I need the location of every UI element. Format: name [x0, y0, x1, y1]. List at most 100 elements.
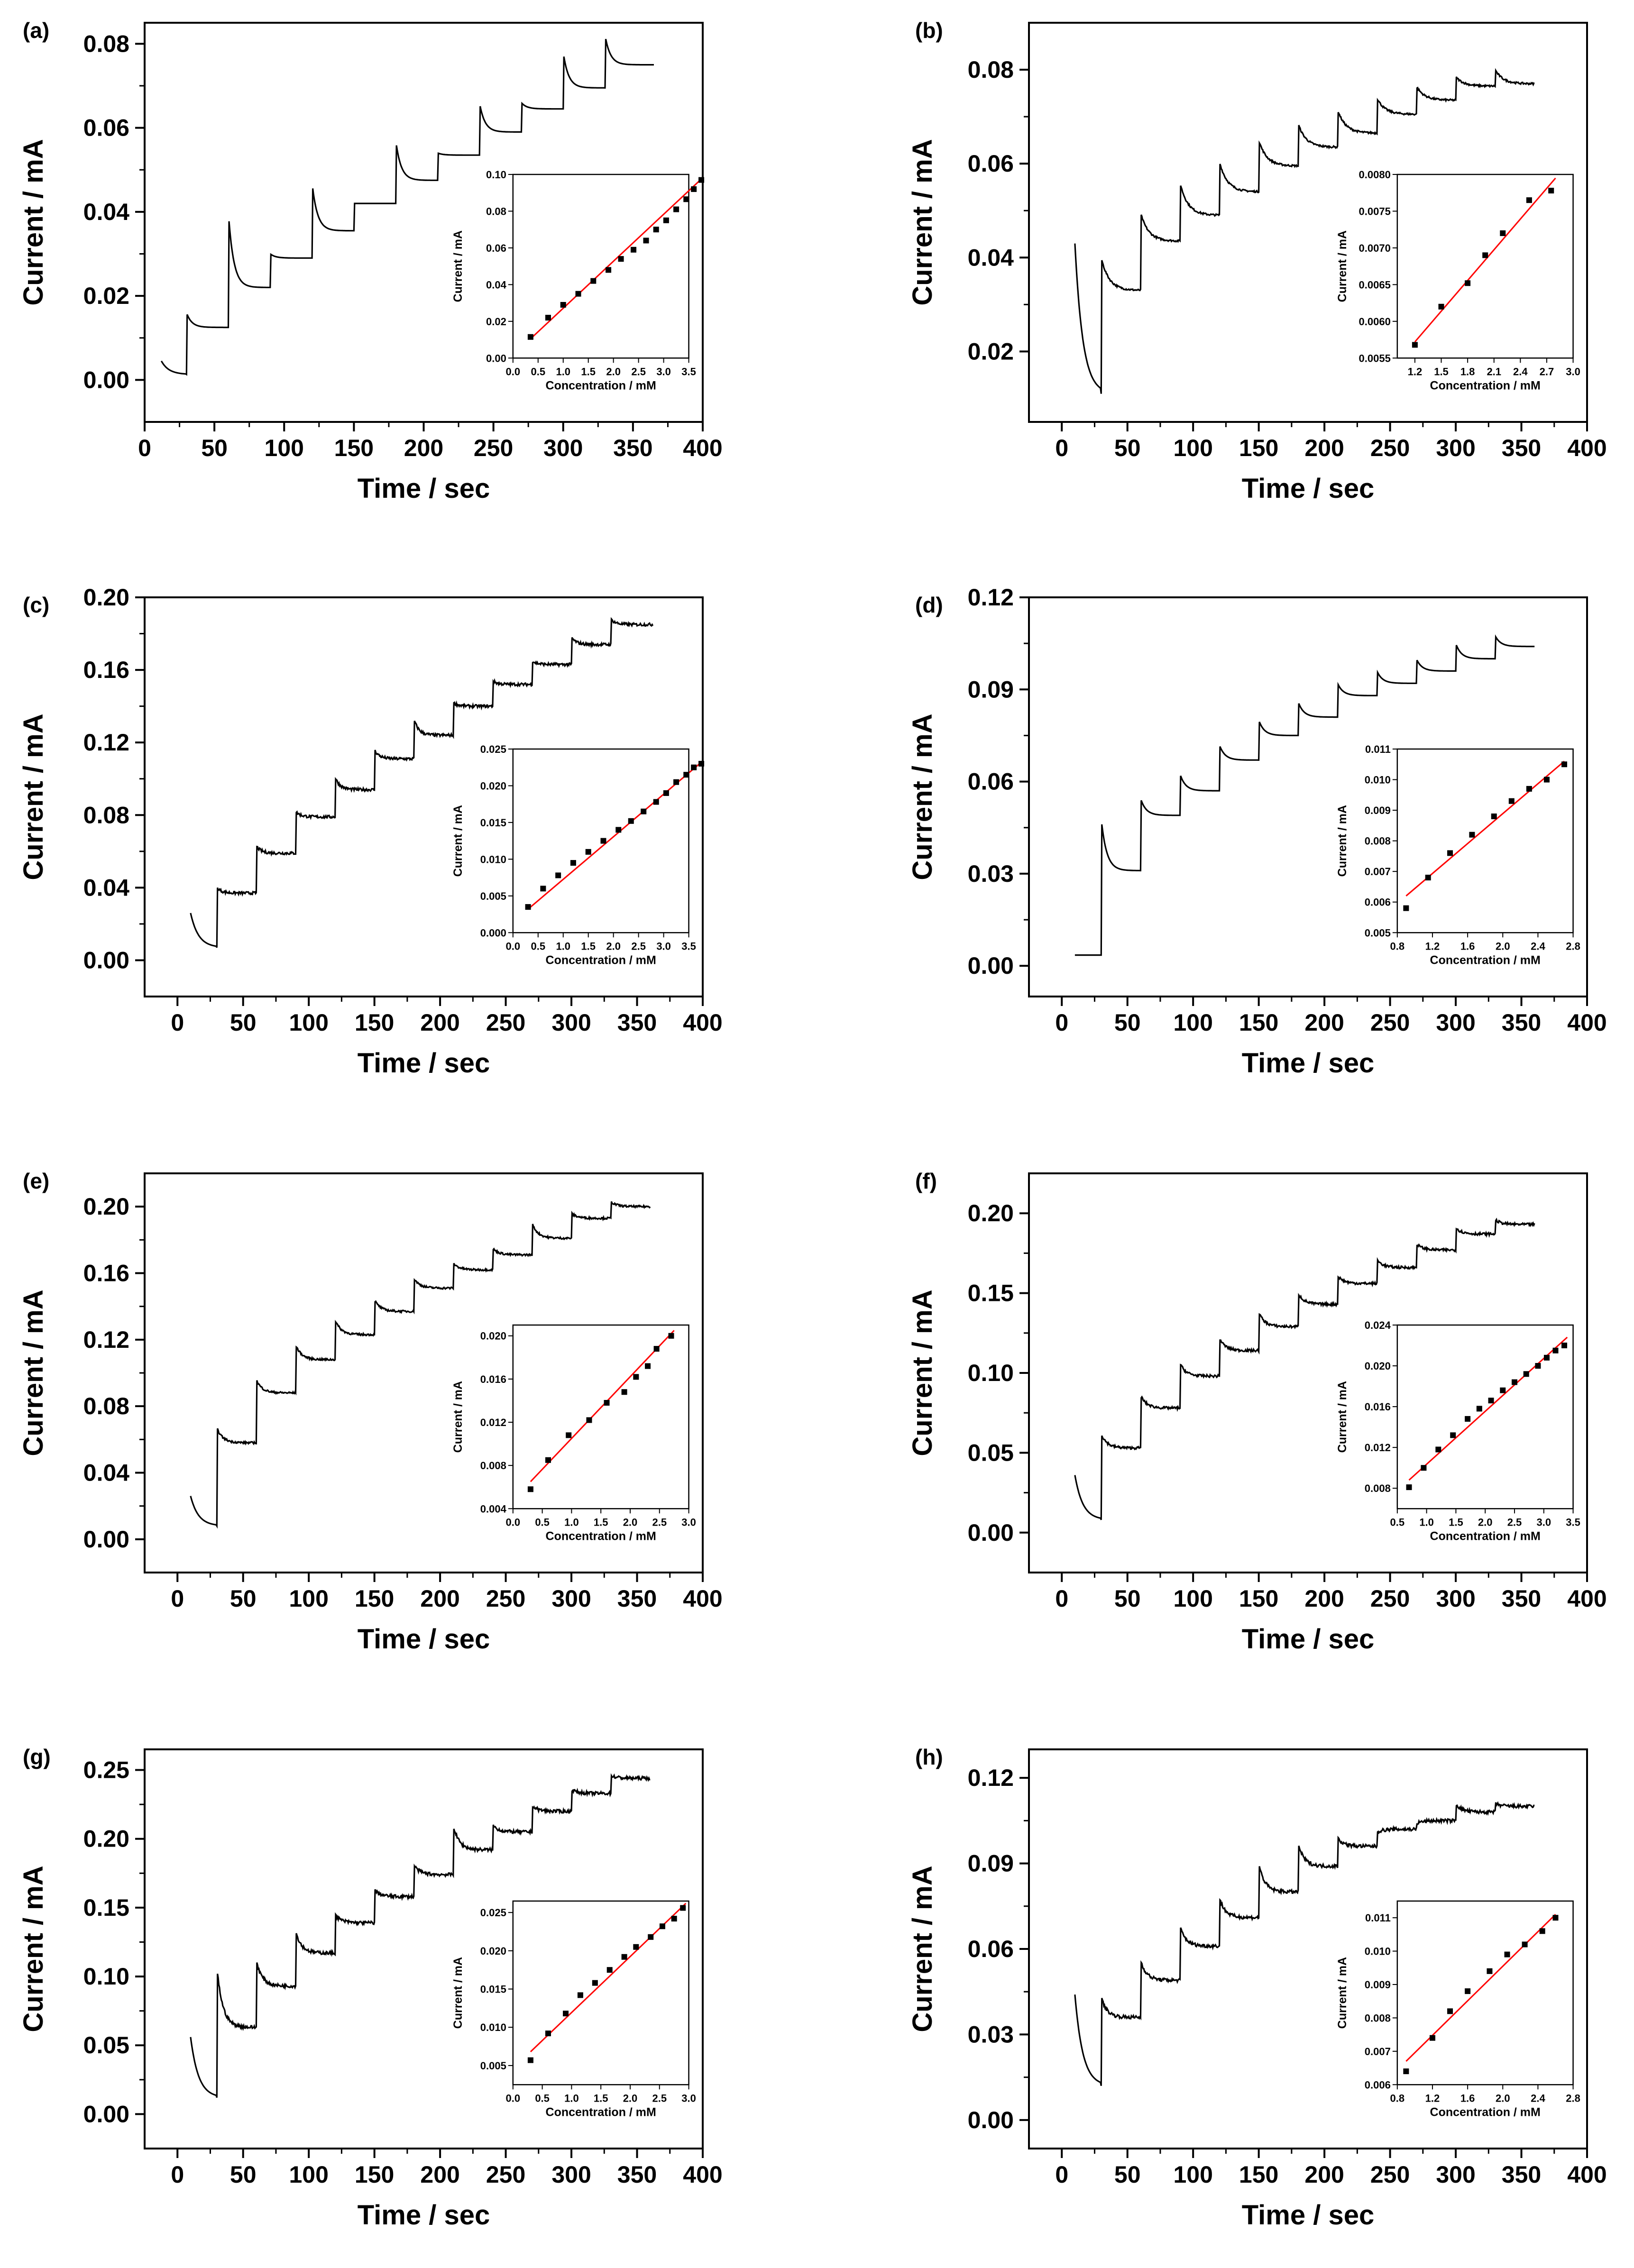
- data-point: [1543, 1354, 1550, 1361]
- inset-y-tick-label: 0.015: [480, 817, 506, 829]
- x-axis-label: Time / sec: [358, 2200, 490, 2231]
- inset-x-tick-label: 1.2: [1408, 366, 1423, 377]
- y-tick-label: 0.00: [83, 366, 129, 393]
- linear-fit-line: [527, 761, 702, 910]
- data-point: [1438, 303, 1444, 310]
- inset-y-tick-label: 0.06: [486, 242, 506, 254]
- x-tick-label: 200: [404, 435, 443, 461]
- y-tick-label: 0.10: [968, 1360, 1014, 1386]
- panel-c: (c) 0 50 100 150 200 250 300 350 400 0.00 0.04 0.08 0…: [18, 584, 723, 1079]
- x-tick-label: 300: [1436, 1009, 1475, 1036]
- inset-x-tick-label: 2.8: [1566, 940, 1580, 952]
- inset-x-tick-label: 1.6: [1460, 2092, 1475, 2104]
- data-point: [643, 238, 649, 244]
- data-point: [586, 1417, 592, 1423]
- y-tick-label: 0.20: [83, 1193, 129, 1220]
- data-point: [1526, 197, 1532, 203]
- data-point: [1539, 1928, 1545, 1934]
- plot-frame: [144, 1748, 704, 2149]
- x-tick-label: 150: [1239, 1009, 1278, 1036]
- x-tick-label: 100: [1173, 435, 1212, 461]
- y-tick-label: 0.12: [83, 729, 129, 756]
- x-axis-label: Time / sec: [358, 1624, 490, 1655]
- x-tick-label: 0: [171, 2161, 184, 2188]
- x-tick-label: 200: [1304, 435, 1344, 461]
- y-tick-label: 0.15: [968, 1280, 1014, 1307]
- inset-x-axis-label: Concentration / mM: [1430, 379, 1541, 392]
- inset-x-tick-label: 3.0: [1566, 366, 1580, 377]
- data-point: [1465, 1988, 1471, 1994]
- data-point: [577, 1992, 583, 1998]
- data-point: [1561, 1342, 1568, 1348]
- x-tick-label: 250: [486, 2161, 525, 2188]
- x-tick-label: 400: [1567, 1009, 1606, 1036]
- calibration-inset: 0.8 1.2 1.6 2.0 2.4 2.8 0.005 0.006 0.007 0.008 0.…: [1336, 743, 1580, 967]
- x-tick-label: 250: [1370, 1585, 1410, 1612]
- data-point: [1403, 905, 1409, 911]
- inset-y-tick-label: 0.0070: [1359, 242, 1391, 254]
- y-axis-label: Current / mA: [907, 1289, 938, 1456]
- inset-x-tick-label: 2.0: [606, 940, 621, 952]
- data-point: [555, 872, 561, 878]
- inset-x-tick-label: 0.8: [1390, 2092, 1405, 2104]
- inset-x-tick-label: 1.2: [1425, 2092, 1440, 2104]
- data-point: [633, 1374, 639, 1380]
- x-tick-label: 0: [1055, 1009, 1068, 1036]
- inset-y-tick-label: 0.08: [486, 205, 506, 217]
- inset-x-tick-label: 0.8: [1390, 940, 1405, 952]
- panel-label: (d): [915, 593, 943, 617]
- inset-x-tick-label: 2.5: [1507, 1516, 1522, 1528]
- inset-y-tick-label: 0.10: [486, 169, 506, 181]
- inset-y-tick-label: 0.008: [1365, 2012, 1391, 2024]
- amperometric-trace: [1074, 634, 1535, 956]
- data-point: [1523, 1371, 1529, 1377]
- y-tick-label: 0.03: [968, 860, 1014, 887]
- panel-label: (f): [915, 1169, 937, 1193]
- x-tick-label: 350: [613, 435, 652, 461]
- amperometric-trace: [190, 1201, 651, 1529]
- inset-x-tick-label: 2.4: [1513, 366, 1528, 377]
- inset-y-tick-label: 0.008: [1365, 835, 1391, 847]
- y-tick-label: 0.00: [83, 2101, 129, 2127]
- y-tick-label: 0.08: [83, 1393, 129, 1419]
- inset-x-tick-label: 1.5: [1434, 366, 1449, 377]
- data-point: [1491, 813, 1497, 819]
- calibration-inset: 0.0 0.5 1.0 1.5 2.0 2.5 3.0 0.005 0.010 0.015 0.02…: [451, 1900, 696, 2119]
- inset-y-tick-label: 0.006: [1365, 896, 1391, 908]
- data-point: [1511, 1379, 1517, 1385]
- data-point: [1403, 2068, 1409, 2075]
- x-tick-label: 150: [355, 1009, 394, 1036]
- inset-x-axis-label: Concentration / mM: [1430, 953, 1541, 967]
- x-tick-label: 100: [265, 435, 304, 461]
- data-point: [1435, 1446, 1441, 1453]
- calibration-inset: 0.5 1.0 1.5 2.0 2.5 3.0 3.5 0.008 0.012 0.016 0.02…: [1336, 1319, 1580, 1543]
- y-tick-label: 0.10: [83, 1963, 129, 1990]
- data-point: [1465, 1416, 1471, 1422]
- inset-x-tick-label: 2.0: [623, 2092, 638, 2104]
- x-tick-label: 400: [683, 2161, 722, 2188]
- amperometric-trace: [1074, 1217, 1535, 1520]
- inset-frame: [1396, 174, 1574, 359]
- data-point: [1425, 875, 1431, 881]
- data-point: [680, 1905, 686, 1911]
- inset-x-tick-label: 2.0: [623, 1516, 638, 1528]
- inset-x-tick-label: 1.0: [564, 2092, 579, 2104]
- inset-x-tick-label: 1.0: [1419, 1516, 1434, 1528]
- inset-y-tick-label: 0.025: [480, 743, 506, 755]
- x-tick-label: 400: [1567, 435, 1606, 461]
- inset-y-tick-label: 0.006: [1365, 2079, 1391, 2091]
- x-axis-label: Time / sec: [1242, 1624, 1374, 1655]
- inset-x-tick-label: 2.7: [1540, 366, 1554, 377]
- y-tick-label: 0.16: [83, 657, 129, 683]
- data-point: [1465, 280, 1471, 286]
- inset-y-tick-label: 0.016: [480, 1373, 506, 1385]
- inset-x-tick-label: 0.0: [506, 940, 521, 952]
- inset-y-tick-label: 0.000: [480, 927, 506, 939]
- data-point: [621, 1954, 627, 1960]
- inset-y-tick-label: 0.0080: [1359, 169, 1391, 181]
- data-point: [545, 315, 551, 321]
- inset-y-tick-label: 0.010: [1365, 1946, 1391, 1957]
- data-point: [1500, 1387, 1506, 1393]
- x-tick-label: 0: [1055, 435, 1068, 461]
- data-point: [698, 760, 705, 767]
